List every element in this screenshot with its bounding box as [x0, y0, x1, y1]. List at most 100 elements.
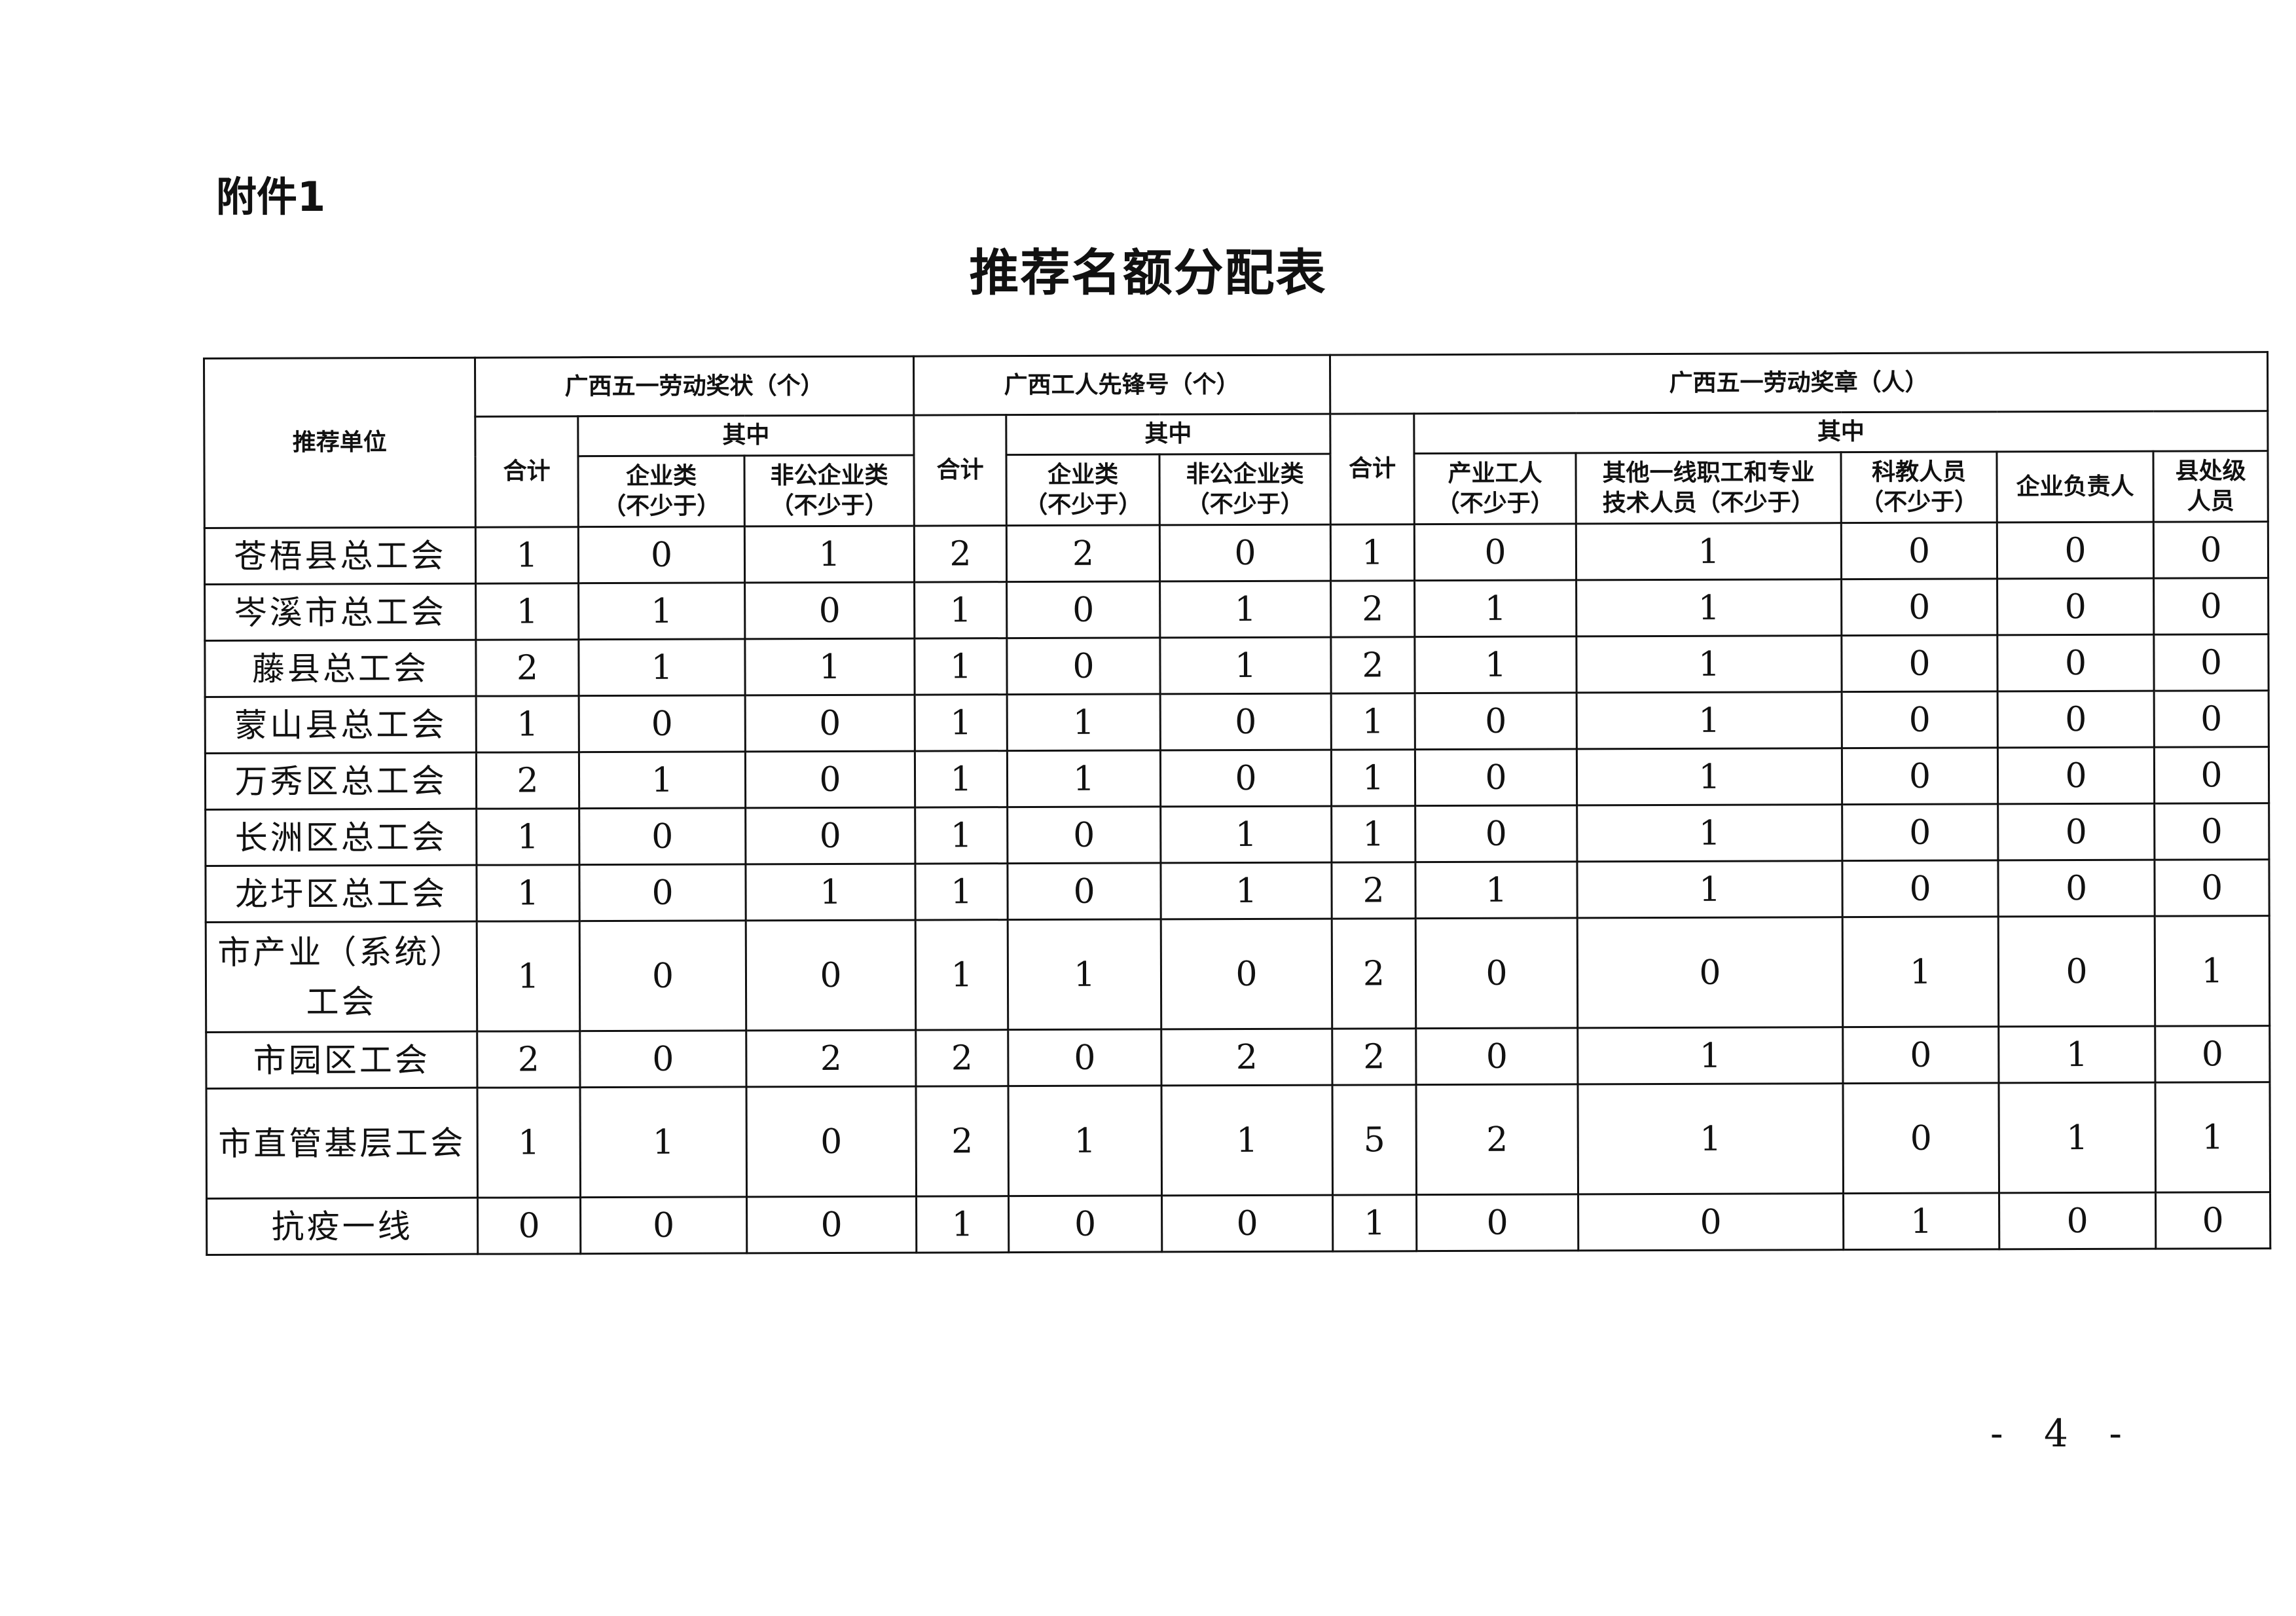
quota-cell: 0	[1997, 860, 2155, 917]
quota-cell: 1	[915, 807, 1008, 864]
quota-cell: 0	[1842, 1082, 1999, 1194]
header-total: 合计	[1330, 413, 1415, 525]
quota-cell: 2	[1330, 636, 1415, 694]
quota-cell: 0	[580, 1196, 747, 1254]
header-subcolumn: 产业工人 （不少于）	[1413, 452, 1576, 524]
quota-cell: 0	[1415, 917, 1578, 1029]
quota-cell: 0	[1842, 747, 1998, 805]
quota-cell: 0	[1415, 748, 1577, 806]
quota-cell: 0	[1159, 524, 1331, 581]
table-row: 长洲区总工会 1 0 0 1 0 1 1 0 1 0 0 0	[205, 803, 2269, 866]
table-row: 苍梧县总工会 1 0 1 2 2 0 1 0 1 0 0 0	[204, 521, 2269, 585]
quota-cell: 0	[1008, 1029, 1162, 1086]
header-among: 其中	[1006, 414, 1330, 455]
quota-cell: 1	[1842, 916, 1999, 1027]
quota-cell: 0	[579, 695, 746, 752]
header-subcolumn: 非公企业类 （不少于）	[1159, 454, 1331, 525]
quota-cell: 1	[1577, 1027, 1843, 1084]
quota-cell: 0	[1841, 578, 1997, 636]
quota-cell: 0	[1415, 692, 1577, 750]
quota-cell: 0	[1006, 637, 1161, 695]
quota-cell: 2	[476, 752, 579, 809]
header-group-pioneer: 广西工人先锋号（个）	[913, 355, 1330, 416]
header-subcolumn: 县处级 人员	[2153, 450, 2269, 523]
quota-cell: 1	[914, 638, 1008, 695]
table-row: 龙圩区总工会 1 0 1 1 0 1 2 1 1 0 0 0	[205, 859, 2270, 923]
quota-cell: 0	[1842, 803, 1998, 861]
quota-cell: 1	[578, 582, 745, 640]
quota-cell: 2	[916, 1086, 1009, 1197]
quota-cell: 1	[475, 583, 579, 640]
quota-cell: 0	[578, 526, 745, 583]
quota-cell: 0	[745, 751, 915, 808]
quota-cell: 0	[1007, 862, 1161, 920]
quota-cell: 1	[476, 808, 579, 866]
quota-cell: 1	[915, 694, 1008, 752]
header-unit: 推荐单位	[204, 358, 476, 528]
quota-cell: 0	[1841, 522, 1997, 579]
quota-cell: 1	[580, 1086, 747, 1198]
quota-cell: 0	[1578, 1193, 1844, 1251]
header-total: 合计	[475, 416, 579, 528]
attachment-label: 附件1	[216, 173, 326, 221]
quota-cell: 0	[1997, 578, 2154, 635]
quota-cell: 0	[744, 582, 915, 639]
unit-name: 蒙山县总工会	[205, 696, 477, 754]
header-subcolumn: 企业类 （不少于）	[577, 455, 745, 527]
quota-cell: 0	[745, 695, 915, 752]
quota-cell: 0	[2155, 1192, 2270, 1249]
quota-cell: 0	[1415, 1027, 1578, 1085]
quota-cell: 2	[1330, 580, 1415, 638]
quota-cell: 2	[477, 1031, 581, 1088]
quota-cell: 1	[1160, 806, 1332, 863]
quota-cell: 2	[1006, 524, 1160, 582]
quota-cell: 0	[2153, 634, 2269, 691]
table-row: 岑溪市总工会 1 1 0 1 0 1 2 1 1 0 0 0	[204, 578, 2269, 641]
quota-cell: 0	[579, 864, 746, 921]
table-row: 市产业（系统）工会 1 0 0 1 1 0 2 0 0 1 0 1	[206, 915, 2270, 1033]
quota-cell: 1	[915, 863, 1008, 921]
quota-cell: 0	[1160, 750, 1332, 807]
page-title: 推荐名额分配表	[969, 244, 1327, 302]
quota-cell: 1	[1007, 693, 1161, 751]
quota-cell: 5	[1332, 1084, 1417, 1196]
quota-cell: 1	[1843, 1192, 1999, 1250]
unit-name: 岑溪市总工会	[204, 583, 476, 641]
quota-cell: 0	[1842, 691, 1998, 748]
unit-name: 龙圩区总工会	[205, 865, 477, 923]
header-subcolumn: 非公企业类 （不少于）	[744, 455, 915, 526]
quota-cell: 0	[2154, 803, 2269, 860]
quota-cell: 1	[2155, 915, 2270, 1027]
quota-cell: 0	[2154, 859, 2270, 917]
quota-cell: 0	[1160, 693, 1332, 750]
quota-cell: 2	[914, 525, 1007, 583]
quota-cell: 1	[745, 864, 916, 921]
quota-cell: 1	[1007, 750, 1161, 807]
quota-cell: 2	[1161, 1029, 1332, 1086]
table-row: 市园区工会 2 0 2 2 0 2 2 0 1 0 1 0	[206, 1025, 2270, 1089]
table-row: 抗疫一线 0 0 0 1 0 0 1 0 0 1 0 0	[206, 1192, 2270, 1255]
unit-name: 长洲区总工会	[205, 809, 477, 866]
unit-name: 抗疫一线	[206, 1198, 478, 1255]
quota-cell: 0	[579, 1030, 747, 1088]
quota-cell: 1	[1576, 748, 1842, 805]
quota-cell: 1	[476, 695, 579, 753]
table-row: 藤县总工会 2 1 1 1 0 1 2 1 1 0 0 0	[204, 634, 2269, 697]
quota-cell: 0	[1414, 523, 1576, 581]
table-row: 蒙山县总工会 1 0 0 1 1 0 1 0 1 0 0 0	[205, 690, 2269, 754]
header-subcolumn: 科教人员 （不少于）	[1840, 451, 1997, 523]
page-number: - 4 -	[1990, 1411, 2136, 1456]
quota-cell: 0	[579, 807, 746, 865]
quota-cell: 1	[914, 581, 1007, 639]
quota-cell: 1	[1008, 1085, 1162, 1196]
quota-cell: 0	[1997, 803, 2155, 860]
unit-name: 市直管基层工会	[206, 1088, 478, 1199]
quota-cell: 1	[1414, 579, 1576, 637]
quota-cell: 1	[915, 750, 1008, 808]
quota-cell: 1	[1332, 1194, 1417, 1252]
quota-cell: 1	[1577, 1083, 1844, 1194]
header-among: 其中	[577, 415, 914, 456]
unit-name: 藤县总工会	[204, 640, 477, 697]
quota-cell: 0	[1998, 916, 2155, 1027]
quota-cell: 1	[1160, 862, 1332, 919]
